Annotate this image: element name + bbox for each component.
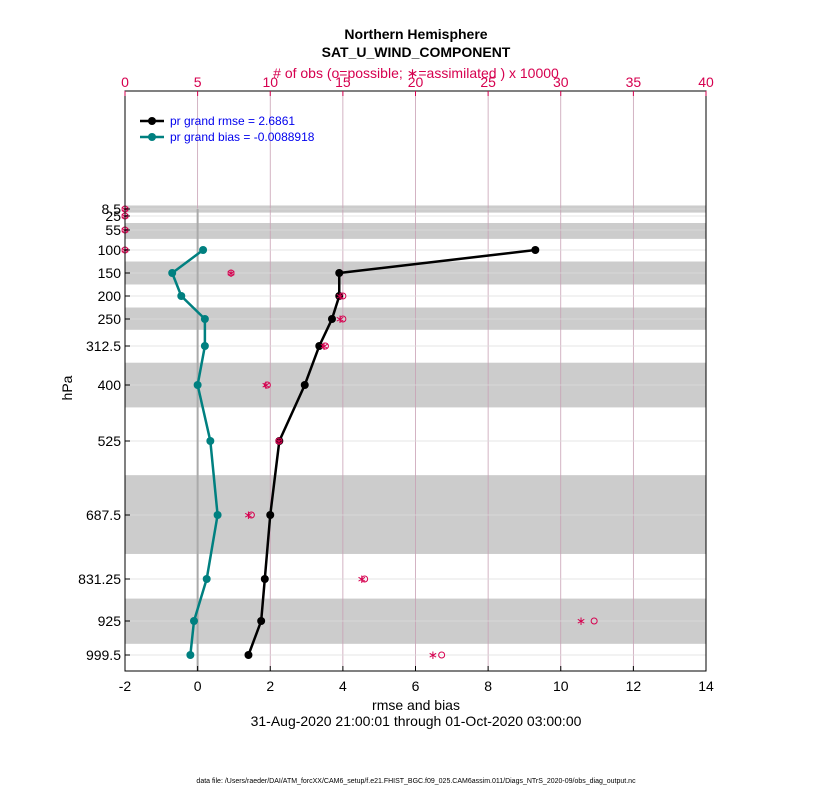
y-tick-8-5: 8.5 <box>102 201 122 217</box>
y-tick-999-5: 999.5 <box>86 647 121 663</box>
series-1-point-312-5 <box>200 342 209 350</box>
obs-assimilated-831-25: ∗ <box>357 572 367 586</box>
obs-assimilated-925: ∗ <box>576 614 586 628</box>
obs-assimilated-999-5: ∗ <box>428 648 438 662</box>
legend-marker-rmse <box>148 117 156 125</box>
obs-assimilated-150: ∗ <box>226 266 236 280</box>
series-0-point-200 <box>335 292 344 300</box>
x-tick-10: 10 <box>553 678 569 694</box>
series-1-point-999-5 <box>186 651 195 659</box>
x-tick-4: 4 <box>339 678 347 694</box>
y-tick-25: 25 <box>105 208 121 224</box>
chart-title: Northern Hemisphere <box>344 26 487 42</box>
x-tick-0: 0 <box>194 678 202 694</box>
legend-marker-bias <box>148 133 156 141</box>
x-axis-label: rmse and bias <box>372 697 460 713</box>
series-1-point-925 <box>189 617 198 625</box>
obs-possible-150 <box>227 269 235 277</box>
legend: pr grand rmse = 2.6861 pr grand bias = -… <box>140 114 315 144</box>
y-tick-200: 200 <box>98 288 122 304</box>
x-tick-6: 6 <box>412 678 420 694</box>
series-0-point-925 <box>257 617 266 625</box>
obs-possible-687-5 <box>247 511 255 519</box>
top-tick-10: 10 <box>262 74 278 90</box>
series-0-point-687-5 <box>266 511 275 519</box>
top-tick-30: 30 <box>553 74 569 90</box>
obs-assimilated-250: ∗ <box>335 312 345 326</box>
grid <box>125 91 706 671</box>
top-axis-label: # of obs (o=possible; ∗=assimilated ) x … <box>273 65 559 81</box>
top-tick-5: 5 <box>194 74 202 90</box>
obs-possible-831-25 <box>361 575 369 583</box>
y-tick-55: 55 <box>105 222 121 238</box>
legend-label-bias: pr grand bias = -0.0088918 <box>170 130 315 144</box>
y-tick-925: 925 <box>98 613 122 629</box>
series-1-point-250 <box>200 315 209 323</box>
series-1-point-100 <box>199 246 208 254</box>
series-1-point-150 <box>168 269 177 277</box>
series-layer <box>168 246 540 659</box>
series-0-point-150 <box>335 269 344 277</box>
top-tick-15: 15 <box>335 74 351 90</box>
obs-possible-312-5 <box>321 342 329 350</box>
chart-subtitle: SAT_U_WIND_COMPONENT <box>322 44 511 60</box>
obs-possible-200 <box>339 292 347 300</box>
legend-label-rmse: pr grand rmse = 2.6861 <box>170 114 295 128</box>
y-tick-150: 150 <box>98 265 122 281</box>
series-0-point-250 <box>327 315 336 323</box>
top-tick-0: 0 <box>121 74 129 90</box>
y-axis-label: hPa <box>59 375 75 400</box>
series-0-point-831-25 <box>260 575 269 583</box>
obs-assimilated-687-5: ∗ <box>243 508 253 522</box>
data-file-footnote: data file: /Users/raeder/DAI/ATM_forcXX/… <box>196 778 636 785</box>
y-tick-250: 250 <box>98 311 122 327</box>
top-tick-25: 25 <box>480 74 496 90</box>
top-tick-35: 35 <box>626 74 642 90</box>
x-tick-12: 12 <box>626 678 642 694</box>
series-0-point-400 <box>300 381 309 389</box>
y-tick-400: 400 <box>98 377 122 393</box>
obs-possible-400 <box>263 381 271 389</box>
series-0-point-100 <box>531 246 540 254</box>
x-tick--2: -2 <box>119 678 132 694</box>
obs-possible-250 <box>339 315 347 323</box>
series-1-point-687-5 <box>213 511 222 519</box>
obs-assimilated-525: ∗ <box>274 434 284 448</box>
obs-possible-925 <box>590 617 598 625</box>
axis-ticks: -2 0 2 4 6 8 10 12 140 5 10 15 20 25 30 35 408.525551001… <box>78 74 714 694</box>
x-tick-8: 8 <box>484 678 492 694</box>
series-1-point-200 <box>177 292 186 300</box>
y-tick-831-25: 831.25 <box>78 571 121 587</box>
series-1-point-400 <box>193 381 202 389</box>
series-1-point-831-25 <box>202 575 211 583</box>
obs-possible-999-5 <box>438 651 446 659</box>
x-tick-14: 14 <box>698 678 714 694</box>
series-0-point-312-5 <box>315 342 324 350</box>
y-tick-525: 525 <box>98 433 122 449</box>
y-tick-687-5: 687.5 <box>86 507 121 523</box>
series-1-point-525 <box>206 437 215 445</box>
date-range: 31-Aug-2020 21:00:01 through 01-Oct-2020… <box>251 713 582 729</box>
series-0-point-999-5 <box>244 651 253 659</box>
obs-assimilated-312-5: ∗ <box>319 339 329 353</box>
obs-assimilated-200: ∗ <box>335 289 345 303</box>
obs-possible-525 <box>275 437 283 445</box>
top-tick-40: 40 <box>698 74 714 90</box>
x-tick-2: 2 <box>266 678 274 694</box>
y-tick-312-5: 312.5 <box>86 338 121 354</box>
top-tick-20: 20 <box>408 74 424 90</box>
y-tick-100: 100 <box>98 242 122 258</box>
obs-assimilated-400: ∗ <box>261 378 271 392</box>
